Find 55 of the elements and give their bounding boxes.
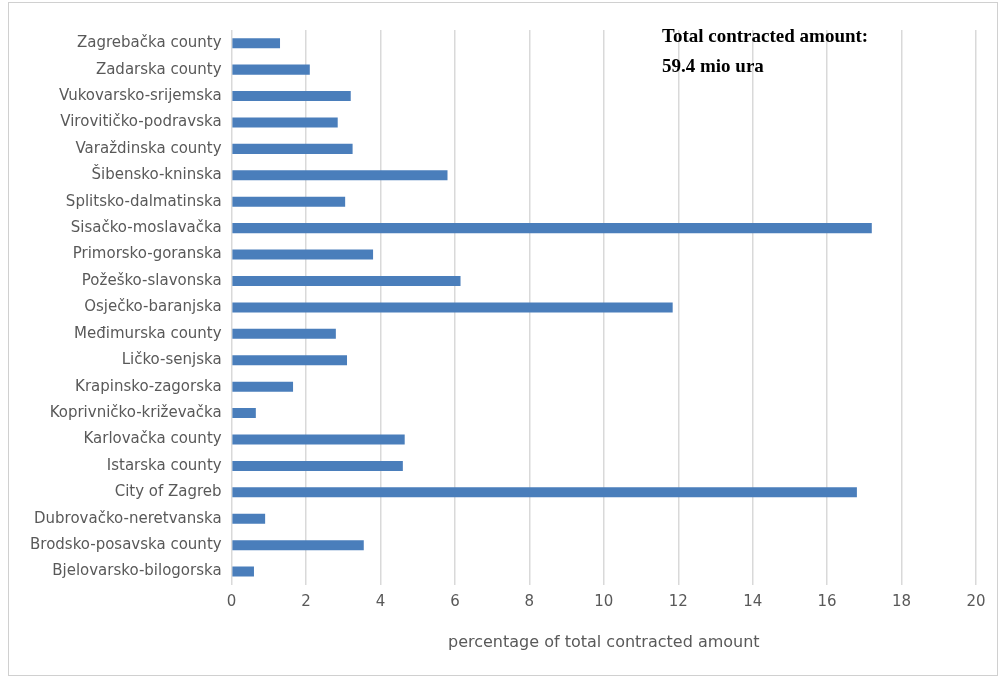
y-tick-label: Sisačko-moslavačka: [70, 218, 222, 237]
y-tick-label: Krapinsko-zagorska: [75, 376, 222, 395]
y-tick-label: Ličko-senjska: [121, 350, 222, 369]
y-tick-label: Zadarska county: [95, 59, 222, 78]
bar: [232, 513, 266, 524]
x-tick-label: 14: [743, 591, 763, 610]
bar: [232, 460, 403, 471]
bar: [232, 223, 872, 234]
y-tick-label: Virovitičko-podravska: [60, 112, 222, 131]
bar: [232, 540, 364, 551]
x-tick-label: 8: [524, 591, 535, 610]
y-tick-label: Primorsko-goranska: [72, 244, 222, 263]
y-tick-label: City of Zagreb: [114, 482, 222, 501]
bar: [232, 566, 254, 577]
y-tick-label: Varaždinska county: [75, 138, 222, 157]
bar: [232, 275, 461, 286]
y-tick-label: Istarska county: [106, 455, 222, 474]
bar: [232, 302, 673, 313]
y-tick-label: Zagrebačka county: [77, 33, 222, 52]
x-tick-label: 10: [594, 591, 614, 610]
bar: [232, 487, 857, 498]
x-tick-label: 20: [966, 591, 986, 610]
x-tick-label: 16: [817, 591, 837, 610]
bar: [232, 91, 351, 102]
y-tick-label: Međimurska county: [74, 323, 222, 342]
x-tick-label: 18: [892, 591, 912, 610]
bar: [232, 434, 405, 445]
bar: [232, 381, 294, 392]
x-tick-label: 12: [668, 591, 688, 610]
x-tick-label: 6: [450, 591, 460, 610]
y-tick-label: Karlovačka county: [83, 429, 222, 448]
y-tick-label: Dubrovačko-neretvanska: [34, 508, 222, 527]
annotation: Total contracted amount: 59.4 mio ura: [662, 25, 869, 77]
bar: [232, 117, 338, 128]
bar: [232, 355, 348, 366]
y-tick-label: Vukovarsko-srijemska: [58, 85, 222, 104]
y-tick-label: Osječko-baranjska: [84, 297, 222, 316]
y-tick-label: Bjelovarsko-bilogorska: [52, 561, 222, 580]
y-tick-label: Požeško-slavonska: [81, 270, 222, 289]
bar: [232, 408, 256, 419]
bar: [232, 38, 281, 49]
bar: [232, 328, 336, 339]
x-tick-label: 2: [301, 591, 311, 610]
bar: [232, 249, 374, 260]
y-tick-label: Koprivničko-križevačka: [49, 402, 222, 421]
bar: [232, 170, 448, 181]
y-tick-label: Šibensko-kninska: [91, 164, 222, 184]
bar: [232, 143, 353, 154]
x-tick-label: 4: [375, 591, 386, 610]
bar: [232, 196, 346, 207]
x-tick-label: 0: [226, 591, 237, 610]
y-tick-label: Brodsko-posavska county: [30, 535, 222, 554]
bar: [232, 64, 310, 75]
x-axis-title: percentage of total contracted amount: [448, 631, 760, 651]
y-tick-label: Splitsko-dalmatinska: [65, 191, 222, 210]
